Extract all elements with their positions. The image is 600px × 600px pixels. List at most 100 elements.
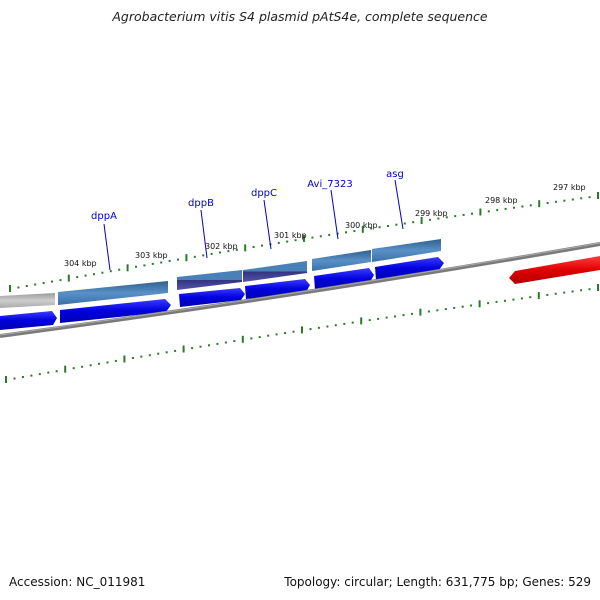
cds-arrow-dppC bbox=[245, 279, 310, 299]
gene-label-Avi_7323: Avi_7323 bbox=[307, 179, 352, 190]
minor-tick bbox=[165, 351, 168, 354]
minor-tick bbox=[21, 376, 24, 378]
minor-tick bbox=[370, 227, 373, 230]
minor-tick bbox=[233, 340, 236, 343]
minor-tick bbox=[47, 371, 50, 374]
tick-label-299: 299 kbp bbox=[415, 209, 448, 218]
minor-tick bbox=[353, 230, 356, 233]
gene-leader-asg bbox=[394, 179, 404, 230]
tick-label-304: 304 kbp bbox=[64, 259, 97, 268]
minor-tick bbox=[461, 305, 464, 308]
minor-tick bbox=[462, 213, 465, 216]
minor-tick bbox=[131, 357, 134, 359]
minor-tick bbox=[326, 325, 329, 328]
minor-tick bbox=[13, 377, 16, 380]
minor-tick bbox=[157, 352, 160, 355]
major-tick bbox=[479, 208, 482, 216]
minor-tick bbox=[445, 216, 448, 219]
minor-tick bbox=[151, 262, 154, 265]
gene-leader-dppC bbox=[263, 199, 272, 250]
minor-tick bbox=[487, 302, 490, 305]
minor-tick bbox=[258, 336, 261, 339]
major-tick bbox=[241, 335, 244, 343]
minor-tick bbox=[235, 248, 238, 251]
minor-tick bbox=[275, 333, 278, 336]
minor-tick bbox=[368, 319, 371, 322]
gene-label-dppC: dppC bbox=[251, 188, 277, 199]
feature-dppA bbox=[58, 281, 168, 305]
minor-tick bbox=[219, 251, 221, 254]
major-tick bbox=[420, 217, 423, 224]
minor-tick bbox=[106, 361, 109, 364]
major-tick bbox=[537, 292, 540, 300]
gene-leader-Avi_7323 bbox=[330, 189, 339, 240]
minor-tick bbox=[470, 304, 473, 307]
feature-grey bbox=[0, 293, 55, 308]
minor-tick bbox=[284, 332, 287, 334]
minor-tick bbox=[38, 373, 41, 376]
gene-label-dppA: dppA bbox=[91, 211, 117, 222]
minor-tick bbox=[487, 210, 490, 213]
gene-label-dppB: dppB bbox=[188, 198, 214, 209]
minor-tick bbox=[427, 310, 430, 313]
minor-tick bbox=[513, 206, 515, 209]
minor-tick bbox=[84, 274, 87, 277]
major-tick bbox=[9, 285, 11, 292]
minor-tick bbox=[148, 354, 151, 357]
minor-tick bbox=[563, 199, 566, 202]
minor-tick bbox=[387, 225, 389, 227]
cds-arrow-dppB bbox=[179, 288, 245, 307]
minor-tick bbox=[395, 223, 398, 226]
minor-tick bbox=[378, 226, 381, 229]
accession-text: Accession: NC_011981 bbox=[9, 575, 146, 589]
minor-tick bbox=[412, 221, 415, 224]
minor-tick bbox=[504, 299, 506, 302]
minor-tick bbox=[93, 273, 95, 276]
major-tick bbox=[301, 326, 303, 334]
tick-label-297: 297 kbp bbox=[553, 183, 586, 192]
minor-tick bbox=[546, 293, 549, 296]
minor-tick bbox=[555, 200, 557, 203]
minor-tick bbox=[42, 282, 45, 284]
major-tick bbox=[182, 345, 185, 353]
minor-tick bbox=[496, 209, 499, 212]
backbone-arc bbox=[0, 242, 600, 338]
tick-label-302: 302 kbp bbox=[205, 242, 238, 251]
minor-tick bbox=[227, 250, 230, 253]
cds-arrow-dppA bbox=[60, 299, 171, 323]
minor-tick bbox=[588, 288, 591, 291]
minor-tick bbox=[385, 316, 388, 319]
minor-tick bbox=[114, 359, 117, 362]
major-tick bbox=[360, 317, 363, 325]
major-tick bbox=[123, 355, 126, 363]
minor-tick bbox=[436, 309, 439, 312]
major-tick bbox=[538, 200, 541, 208]
minor-tick bbox=[403, 222, 406, 225]
minor-tick bbox=[199, 345, 202, 348]
major-tick bbox=[67, 274, 70, 282]
minor-tick bbox=[571, 290, 574, 293]
minor-tick bbox=[512, 298, 515, 301]
major-tick bbox=[419, 308, 422, 316]
minor-tick bbox=[261, 244, 263, 247]
minor-tick bbox=[81, 365, 84, 368]
cds-arrow-left bbox=[0, 311, 57, 330]
minor-tick bbox=[351, 321, 354, 324]
minor-tick bbox=[25, 285, 28, 287]
minor-tick bbox=[277, 241, 280, 244]
minor-tick bbox=[294, 239, 297, 242]
cds-arrow-Avi_7323 bbox=[314, 268, 374, 290]
minor-tick bbox=[193, 255, 196, 258]
minor-tick bbox=[252, 246, 255, 248]
minor-tick bbox=[554, 292, 557, 295]
forward-cds-track bbox=[0, 257, 444, 330]
minor-tick bbox=[191, 347, 194, 350]
minor-tick bbox=[17, 286, 20, 289]
tick-label-298: 298 kbp bbox=[485, 196, 518, 205]
minor-tick bbox=[210, 252, 213, 255]
minor-tick bbox=[504, 207, 507, 210]
feature-dppB bbox=[177, 270, 242, 290]
minor-tick bbox=[394, 315, 396, 318]
minor-tick bbox=[311, 236, 314, 239]
